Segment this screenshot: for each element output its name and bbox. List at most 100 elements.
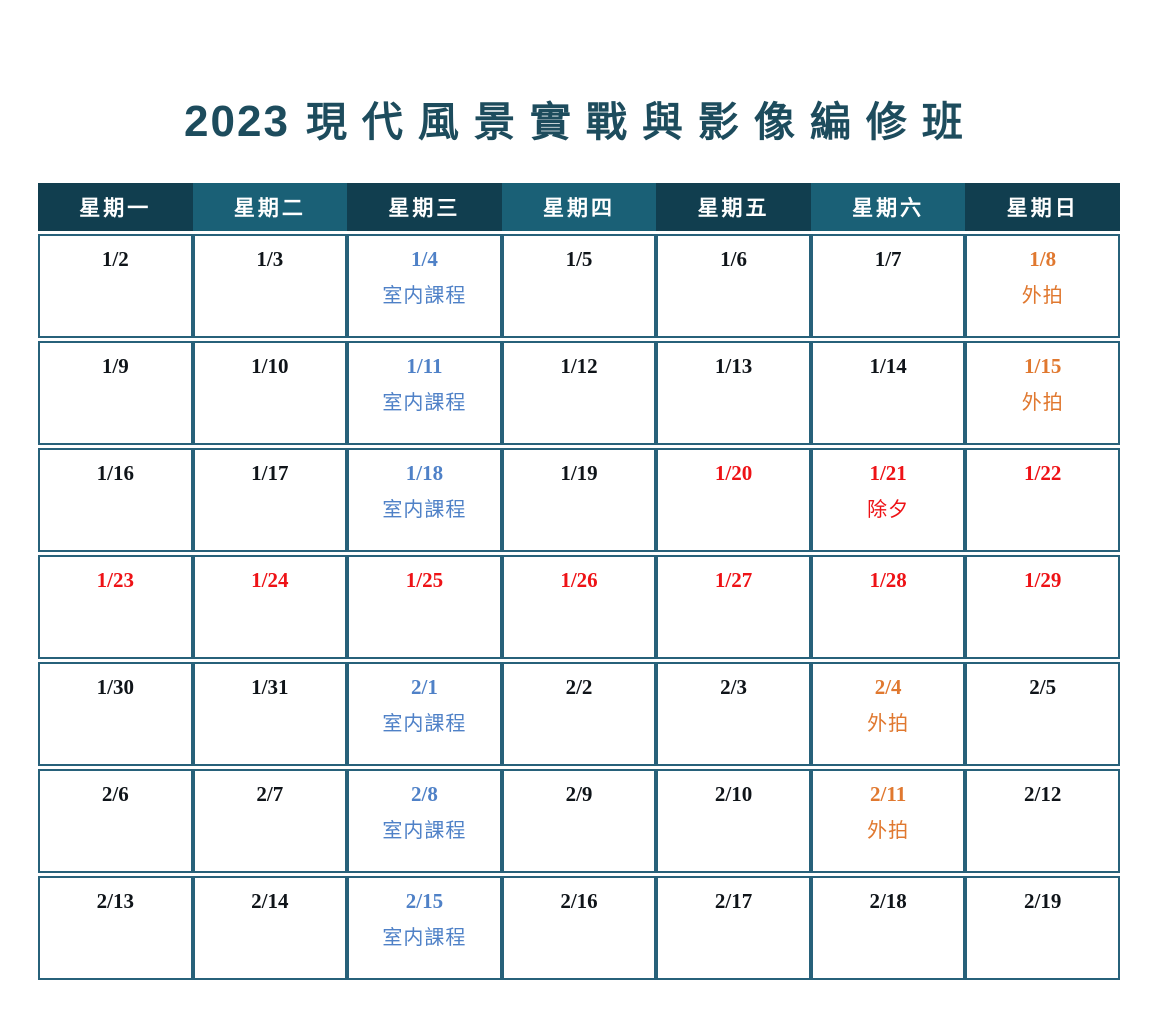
calendar-cell: 2/13 [38,876,193,980]
cell-date: 2/11 [870,782,907,806]
cell-date: 1/27 [714,568,753,592]
calendar-cell: 1/10 [192,341,348,445]
cell-date: 1/4 [411,247,438,271]
cell-label: 室内課程 [382,392,467,414]
calendar-cell: 2/6 [38,769,193,873]
cell-date: 1/26 [560,568,598,592]
cell-date: 1/9 [101,354,129,378]
cell-date: 1/11 [406,354,443,378]
weekday-header: 星期四 [501,183,657,231]
cell-date: 1/10 [251,354,289,378]
calendar-cell: 2/11 外拍 [810,769,966,873]
schedule-calendar: 星期一 星期二 星期三 星期四 星期五 星期六 星期日 1/2 1/3 1/4 室内課程 1/5 1/… [38,183,1120,980]
cell-date: 2/16 [560,889,598,913]
calendar-cell: 2/4 外拍 [810,662,966,766]
cell-date: 2/15 [405,889,444,913]
calendar-cell: 1/24 [192,555,348,659]
calendar-cell: 1/6 [656,234,811,338]
calendar-cell: 1/18 室内課程 [347,448,502,552]
cell-date: 2/8 [411,782,438,806]
calendar-cell: 1/8 外拍 [965,234,1120,338]
weekday-header: 星期五 [656,183,811,231]
calendar-cell: 1/2 [38,234,193,338]
cell-date: 1/5 [565,247,593,271]
title-year: 2023 [184,97,290,146]
calendar-cell: 2/19 [965,876,1120,980]
cell-date: 1/20 [714,461,753,485]
calendar-cell: 2/3 [656,662,811,766]
calendar-cell: 2/18 [810,876,966,980]
cell-date: 1/8 [1029,247,1057,271]
calendar-cell: 2/9 [501,769,657,873]
cell-date: 1/12 [560,354,598,378]
cell-label: 外拍 [1021,392,1064,414]
cell-date: 1/23 [96,568,134,592]
calendar-cell: 2/1 室内課程 [347,662,502,766]
calendar-cell: 1/17 [192,448,348,552]
calendar-cell: 1/11 室内課程 [347,341,502,445]
cell-date: 2/5 [1029,675,1057,699]
calendar-cell: 2/17 [656,876,811,980]
calendar-cell: 1/9 [38,341,193,445]
cell-date: 2/1 [411,675,438,699]
calendar-cell: 2/10 [656,769,811,873]
calendar-cell: 1/5 [501,234,657,338]
calendar-cell: 2/7 [192,769,348,873]
cell-date: 1/19 [560,461,598,485]
cell-date: 1/31 [251,675,289,699]
cell-date: 2/13 [96,889,134,913]
cell-date: 1/6 [720,247,747,271]
cell-date: 2/14 [251,889,289,913]
calendar-cell: 2/2 [501,662,657,766]
calendar-cell: 1/27 [656,555,811,659]
cell-date: 1/17 [251,461,289,485]
calendar-cell: 1/20 [656,448,811,552]
cell-date: 2/3 [720,675,747,699]
calendar-cell: 1/30 [38,662,193,766]
weekday-header: 星期三 [347,183,502,231]
title-text: 現代風景實戰與影像編修班 [305,99,978,145]
calendar-cell: 1/29 [965,555,1120,659]
cell-date: 1/25 [405,568,444,592]
calendar-cell: 1/31 [192,662,348,766]
cell-label: 外拍 [1021,285,1064,307]
cell-date: 1/15 [1024,354,1062,378]
cell-date: 2/17 [714,889,753,913]
calendar-body: 1/2 1/3 1/4 室内課程 1/5 1/6 1/7 1/8 外拍 1/9 1/10 1/11 室内… [38,234,1120,980]
calendar-cell: 1/12 [501,341,657,445]
cell-label: 室内課程 [382,927,467,949]
cell-date: 2/19 [1024,889,1062,913]
cell-date: 1/13 [714,354,753,378]
calendar-cell: 2/16 [501,876,657,980]
calendar-cell: 1/21 除夕 [810,448,966,552]
calendar-cell: 1/14 [810,341,966,445]
calendar-cell: 1/7 [810,234,966,338]
cell-label: 室内課程 [382,285,467,307]
cell-date: 1/7 [874,247,902,271]
weekday-header: 星期日 [965,183,1120,231]
cell-date: 2/9 [565,782,593,806]
page-title: 2023 現代風景實戰與影像編修班 [0,97,1162,146]
cell-date: 1/30 [96,675,134,699]
cell-label: 除夕 [867,499,910,521]
weekday-header: 星期六 [810,183,966,231]
cell-date: 1/22 [1024,461,1062,485]
weekday-header: 星期一 [38,183,193,231]
calendar-cell: 2/12 [965,769,1120,873]
cell-label: 室内課程 [382,499,467,521]
cell-date: 2/7 [256,782,284,806]
weekday-header-row: 星期一 星期二 星期三 星期四 星期五 星期六 星期日 [38,183,1120,231]
calendar-cell: 1/4 室内課程 [347,234,502,338]
cell-date: 1/18 [405,461,444,485]
cell-date: 2/18 [869,889,907,913]
cell-date: 2/6 [101,782,129,806]
calendar-cell: 1/19 [501,448,657,552]
cell-label: 外拍 [867,713,910,735]
cell-date: 1/14 [869,354,907,378]
calendar-cell: 1/26 [501,555,657,659]
calendar-cell: 2/14 [192,876,348,980]
calendar-cell: 1/23 [38,555,193,659]
weekday-header: 星期二 [192,183,348,231]
cell-date: 1/28 [869,568,907,592]
